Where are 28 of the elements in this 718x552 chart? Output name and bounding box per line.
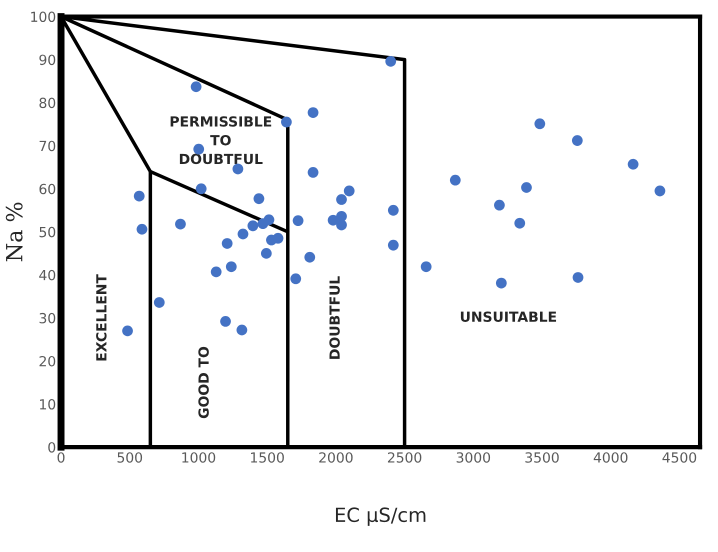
x-tick-label: 4500 (662, 452, 696, 463)
y-tick-label: 90 (39, 54, 56, 66)
x-tick-label: 3000 (456, 452, 490, 463)
y-tick-label: 70 (40, 140, 56, 152)
y-tick-label: 60 (39, 184, 56, 194)
x-tick-label: 2500 (388, 452, 422, 463)
y-tick-label: 100 (31, 12, 56, 22)
x-tick-label: 500 (118, 452, 142, 463)
x-tick-label: 1500 (251, 452, 284, 463)
y-tick-label: 10 (40, 399, 56, 410)
x-tick-label: 1000 (182, 452, 216, 463)
y-tick-label: 40 (39, 270, 56, 280)
x-tick-label: 3500 (525, 452, 559, 463)
annotation: UNSUITABLE (460, 311, 556, 322)
y-tick-label: 0 (48, 442, 56, 453)
x-tick-label: 2000 (319, 452, 353, 463)
annotation: EXCELLENT (96, 274, 107, 361)
y-tick-label: 80 (39, 98, 56, 108)
annotation: DOUBTFUL (329, 276, 340, 359)
annotation: PERMISSIBLE TO DOUBTFUL (170, 116, 272, 164)
y-tick-label: 50 (40, 226, 56, 238)
y-axis-title: Na % (6, 202, 23, 262)
x-tick-label: 0 (58, 452, 65, 463)
y-tick-label: 30 (40, 312, 56, 324)
y-tick-label: 20 (40, 356, 56, 366)
x-axis-title: EC µS/cm (336, 507, 426, 526)
annotation: GOOD TO (198, 346, 209, 418)
x-tick-label: 4000 (594, 452, 628, 463)
